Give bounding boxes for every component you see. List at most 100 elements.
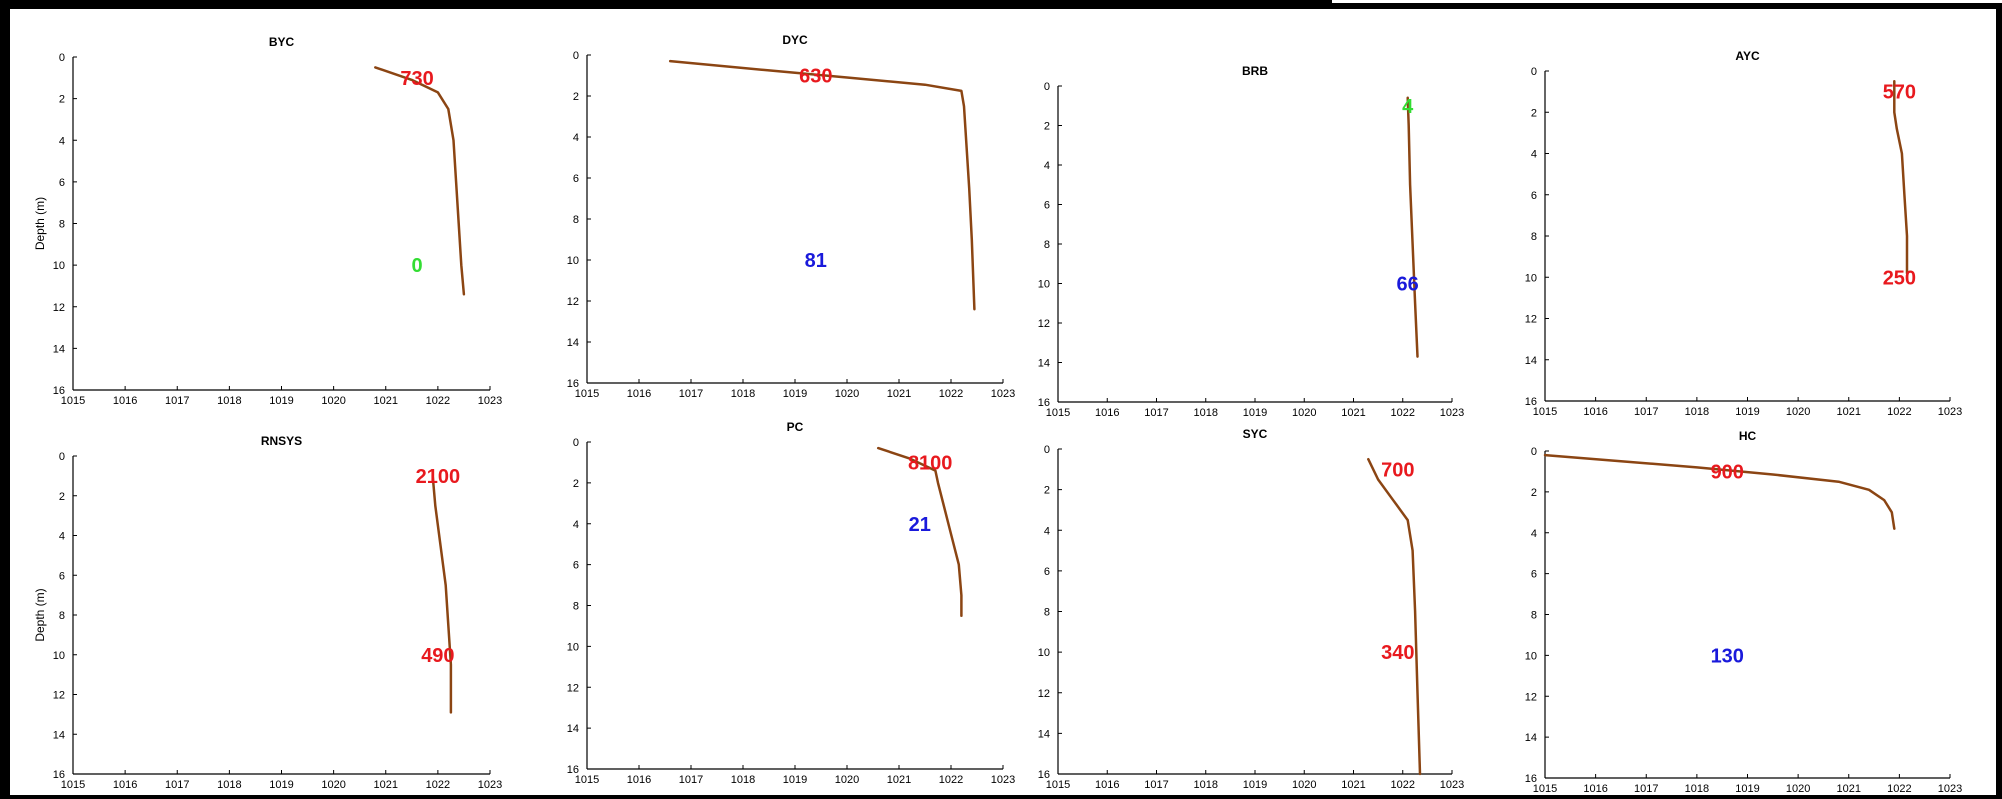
y-tick-label: 0 — [1531, 446, 1537, 458]
x-tick-label: 1019 — [783, 388, 807, 400]
x-tick-label: 1017 — [1144, 407, 1168, 419]
x-tick-label: 1021 — [1341, 779, 1365, 791]
panel-annotation: 900 — [1711, 461, 1744, 483]
x-tick-label: 1021 — [887, 388, 911, 400]
density-profile-line — [1406, 96, 1419, 358]
x-tick-label: 1015 — [61, 395, 85, 407]
y-axis-label: Depth (m) — [33, 197, 47, 250]
y-tick-label: 2 — [59, 491, 65, 503]
x-tick-label: 1018 — [1685, 406, 1709, 418]
x-tick-label: 1023 — [991, 388, 1015, 400]
x-tick-label: 1019 — [1243, 779, 1267, 791]
x-tick-label: 1017 — [165, 779, 189, 791]
x-tick-label: 1020 — [835, 388, 859, 400]
y-axis-label: Depth (m) — [33, 588, 47, 641]
y-tick-label: 0 — [573, 437, 579, 449]
y-tick-label: 12 — [1038, 688, 1050, 700]
y-tick-label: 4 — [1531, 149, 1537, 161]
x-tick-label: 1018 — [1685, 783, 1709, 795]
x-tick-label: 1019 — [1243, 407, 1267, 419]
x-tick-label: 1023 — [1938, 406, 1962, 418]
panel-annotation: 130 — [1711, 645, 1744, 667]
frame-notch-line — [1332, 5, 1996, 7]
x-tick-label: 1015 — [1533, 783, 1557, 795]
x-tick-label: 1021 — [887, 774, 911, 786]
x-tick-label: 1020 — [1786, 406, 1810, 418]
y-tick-label: 2 — [573, 478, 579, 490]
panel-title: HC — [1739, 429, 1757, 443]
y-tick-label: 8 — [59, 610, 65, 622]
x-tick-label: 1022 — [1391, 407, 1415, 419]
panel-annotation: 490 — [421, 645, 454, 667]
y-tick-label: 16 — [567, 378, 579, 390]
x-tick-label: 1021 — [1837, 783, 1861, 795]
y-tick-label: 8 — [1531, 231, 1537, 243]
y-tick-label: 2 — [1044, 485, 1050, 497]
panel-annotation: 2100 — [416, 466, 461, 488]
y-tick-label: 6 — [1044, 200, 1050, 212]
panel-annotation: 21 — [909, 514, 931, 536]
y-tick-label: 12 — [567, 296, 579, 308]
x-tick-label: 1016 — [113, 395, 137, 407]
y-tick-label: 12 — [1525, 691, 1537, 703]
x-tick-label: 1022 — [1887, 406, 1911, 418]
y-tick-label: 14 — [1525, 355, 1537, 367]
y-tick-label: 0 — [1044, 81, 1050, 93]
y-tick-label: 4 — [59, 135, 65, 147]
y-tick-label: 10 — [53, 260, 65, 272]
x-tick-label: 1016 — [1583, 783, 1607, 795]
y-tick-label: 4 — [573, 519, 579, 531]
y-tick-label: 10 — [567, 255, 579, 267]
y-tick-label: 6 — [1531, 190, 1537, 202]
y-tick-label: 0 — [59, 451, 65, 463]
x-tick-label: 1018 — [217, 779, 241, 791]
y-tick-label: 2 — [1531, 107, 1537, 119]
y-tick-label: 6 — [59, 570, 65, 582]
x-tick-label: 1022 — [426, 395, 450, 407]
y-tick-label: 12 — [1525, 314, 1537, 326]
y-tick-label: 8 — [1531, 610, 1537, 622]
panel-annotation: 340 — [1381, 642, 1414, 664]
panel-annotation: 4 — [1402, 96, 1414, 118]
x-tick-label: 1017 — [679, 388, 703, 400]
panel-annotation: 66 — [1397, 274, 1419, 296]
y-tick-label: 16 — [53, 385, 65, 397]
x-tick-label: 1016 — [1583, 406, 1607, 418]
x-tick-label: 1020 — [835, 774, 859, 786]
density-profile-line — [668, 59, 976, 311]
x-tick-label: 1019 — [1735, 783, 1759, 795]
x-tick-label: 1016 — [1095, 407, 1119, 419]
y-tick-label: 12 — [1038, 318, 1050, 330]
density-profile-line — [1367, 457, 1422, 776]
density-profile-line — [1543, 453, 1896, 530]
y-tick-label: 0 — [59, 52, 65, 64]
x-tick-label: 1015 — [1046, 779, 1070, 791]
y-tick-label: 6 — [1044, 566, 1050, 578]
x-tick-label: 1015 — [575, 388, 599, 400]
x-tick-label: 1023 — [478, 395, 502, 407]
panel-title: BYC — [269, 35, 295, 49]
y-tick-label: 6 — [1531, 569, 1537, 581]
x-tick-label: 1021 — [1341, 407, 1365, 419]
y-tick-label: 16 — [1038, 397, 1050, 409]
panel-title: BRB — [1242, 64, 1268, 78]
y-tick-label: 16 — [1038, 769, 1050, 781]
x-tick-label: 1018 — [731, 388, 755, 400]
density-profile-line — [1893, 80, 1909, 275]
y-tick-label: 8 — [1044, 607, 1050, 619]
x-tick-label: 1018 — [731, 774, 755, 786]
panel-annotation: 250 — [1883, 267, 1916, 289]
x-tick-label: 1016 — [627, 774, 651, 786]
x-tick-label: 1017 — [679, 774, 703, 786]
x-tick-label: 1019 — [269, 779, 293, 791]
y-tick-label: 10 — [1525, 650, 1537, 662]
x-tick-label: 1022 — [939, 774, 963, 786]
panel-title: PC — [787, 420, 804, 434]
y-tick-label: 0 — [573, 50, 579, 62]
y-tick-label: 16 — [53, 769, 65, 781]
y-tick-label: 10 — [1038, 279, 1050, 291]
panel-annotation: 700 — [1381, 459, 1414, 481]
x-tick-label: 1022 — [1887, 783, 1911, 795]
panel-title: AYC — [1735, 49, 1760, 63]
x-tick-label: 1021 — [1837, 406, 1861, 418]
